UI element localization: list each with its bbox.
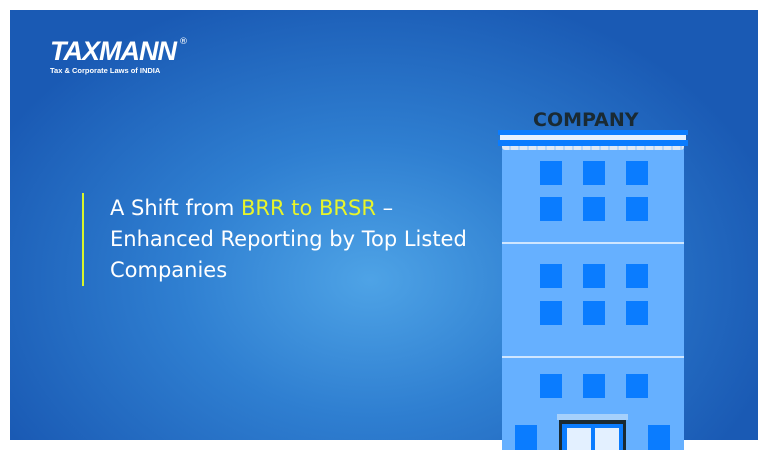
window	[648, 425, 670, 450]
window	[583, 301, 605, 325]
headline: A Shift from BRR to BRSR – Enhanced Repo…	[82, 193, 470, 286]
awning-stripe	[500, 135, 686, 140]
logo-tagline: Tax & Corporate Laws of INDIA	[50, 66, 161, 75]
window	[626, 374, 648, 398]
window	[540, 374, 562, 398]
window	[540, 161, 562, 185]
company-sign: COMPANY	[533, 109, 639, 131]
headline-part1: A Shift from	[110, 196, 241, 220]
window	[626, 264, 648, 288]
awning-scallop	[502, 146, 684, 150]
logo-brand: TAXMANN	[50, 36, 177, 66]
headline-part2: – Enhanced Reporting by Top Listed Compa…	[110, 196, 467, 282]
registered-mark: ®	[178, 37, 188, 47]
logo-row: TAXMANN ®	[50, 36, 188, 66]
awning-top	[498, 130, 688, 135]
window	[540, 197, 562, 221]
door-right-panel	[595, 428, 619, 450]
window	[540, 301, 562, 325]
window	[583, 374, 605, 398]
window	[583, 264, 605, 288]
door-left-panel	[567, 428, 591, 450]
headline-highlight: BRR to BRSR	[241, 196, 376, 220]
floor-divider	[502, 356, 684, 358]
taxmann-logo: TAXMANN ® Tax & Corporate Laws of INDIA	[50, 36, 188, 76]
door-canopy	[557, 414, 628, 420]
building-body	[502, 148, 684, 450]
window	[626, 301, 648, 325]
floor-divider	[502, 242, 684, 244]
window	[626, 197, 648, 221]
window	[583, 161, 605, 185]
window	[583, 197, 605, 221]
window	[540, 264, 562, 288]
awning-bottom	[498, 140, 688, 146]
window	[515, 425, 537, 450]
window	[626, 161, 648, 185]
